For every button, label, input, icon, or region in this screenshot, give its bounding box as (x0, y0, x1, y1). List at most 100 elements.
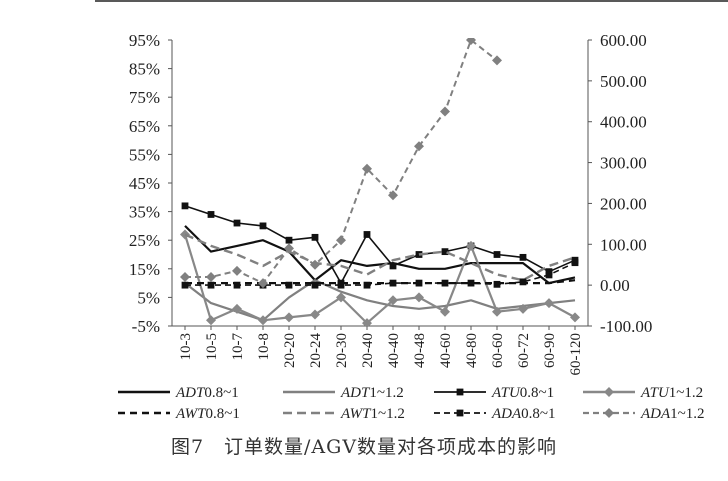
chart-legend: ADT0.8~1 ADT1~1.2 ATU0.8~1 ATU1~1.2AWT0.8~1… (118, 385, 705, 422)
left-tick-label: 25% (129, 231, 160, 250)
right-tick-label: 300.00 (600, 154, 647, 173)
data-point (310, 259, 320, 270)
data-point (363, 231, 371, 238)
chart-series (180, 38, 580, 329)
data-point (389, 279, 397, 287)
legend-marker (456, 409, 464, 417)
x-tick-label: 10-3 (178, 333, 194, 361)
left-tick-label: 95% (129, 31, 160, 50)
series-ADT0.8~1 (184, 225, 576, 285)
data-point (518, 303, 528, 314)
data-point (284, 312, 294, 323)
figure-caption: 图7 订单数量/AGV数量对各项成本的影响 (170, 436, 558, 458)
data-point (492, 306, 502, 317)
chart-axes: -5% 5% 15% 25% 35% 45% 55% 65% 75% 85% 95% -100.00 0… (129, 31, 653, 376)
legend-item: ADT0.8~1 (118, 385, 239, 401)
data-point (311, 281, 319, 289)
data-point (493, 251, 501, 258)
x-tick-label: 10-7 (230, 333, 246, 361)
legend-label-suffix: 1~1.2 (370, 406, 404, 422)
x-tick-label: 40-60 (438, 333, 454, 368)
data-point (467, 279, 475, 287)
legend-label-prefix: ADT (340, 385, 371, 401)
legend-item: AWT1~1.2 (283, 406, 405, 422)
data-point (519, 278, 527, 286)
data-point (492, 55, 502, 66)
data-point (310, 309, 320, 320)
data-point (258, 278, 268, 289)
data-point (570, 312, 580, 323)
legend-label: ADT0.8~1 (175, 385, 239, 401)
x-tick-label: 60-90 (542, 333, 558, 368)
legend-marker (604, 387, 614, 397)
left-tick-label: 5% (137, 288, 160, 307)
data-point (415, 279, 423, 287)
right-tick-label: 500.00 (600, 72, 647, 91)
right-tick-label: -100.00 (600, 317, 652, 336)
data-point (545, 271, 553, 279)
x-tick-label: 40-80 (464, 333, 480, 368)
data-point (388, 190, 398, 201)
series-ADA1~1.2 (180, 38, 502, 289)
data-point (441, 248, 449, 256)
data-point (259, 222, 267, 230)
data-point (180, 229, 190, 240)
legend-label: AWT1~1.2 (340, 406, 405, 422)
legend-label-prefix: ATU (640, 385, 670, 401)
data-point (285, 236, 293, 244)
right-tick-label: 200.00 (600, 194, 647, 213)
x-tick-label: 20-40 (360, 333, 376, 368)
data-point (571, 259, 579, 267)
legend-label-suffix: 0.8~1 (521, 406, 555, 422)
right-tick-label: 0.00 (600, 276, 630, 295)
data-point (363, 281, 371, 289)
series-line (184, 279, 576, 322)
series-line (184, 205, 576, 284)
data-point (207, 211, 215, 218)
x-tick-label: 20-30 (334, 333, 350, 368)
legend-label: ADA0.8~1 (491, 406, 556, 422)
x-tick-label: 60-60 (490, 333, 506, 368)
data-point (414, 292, 424, 303)
data-point (232, 265, 242, 276)
series-ADA0.8~1 (181, 259, 579, 289)
left-tick-label: 65% (129, 117, 160, 136)
legend-label-suffix: 1~1.2 (669, 385, 703, 401)
x-tick-label: 60-72 (516, 333, 532, 368)
data-point (180, 271, 190, 282)
right-tick-label: 400.00 (600, 113, 647, 132)
legend-label-suffix: 0.8~1 (520, 385, 554, 401)
x-tick-label: 40-48 (412, 333, 428, 368)
legend-label: ADA1~1.2 (640, 406, 705, 422)
legend-label-prefix: ADA (640, 406, 671, 422)
data-point (233, 281, 241, 289)
x-tick-label: 10-8 (256, 333, 272, 361)
left-tick-label: 55% (129, 145, 160, 164)
data-point (337, 281, 345, 289)
legend-item: ATU0.8~1 (434, 385, 554, 401)
legend-label-prefix: ATU (491, 385, 521, 401)
legend-marker (456, 388, 464, 396)
series-ADT1~1.2 (184, 279, 576, 322)
legend-label: ADT1~1.2 (340, 385, 404, 401)
data-point (519, 253, 527, 261)
data-point (362, 318, 372, 329)
data-point (493, 280, 501, 288)
data-point (284, 243, 294, 254)
legend-label: AWT0.8~1 (175, 406, 240, 422)
data-point (311, 233, 319, 241)
data-point (233, 219, 241, 227)
legend-label: ATU1~1.2 (640, 385, 703, 401)
legend-label-suffix: 0.8~1 (204, 385, 238, 401)
data-point (389, 262, 397, 270)
data-point (285, 281, 293, 289)
legend-label-prefix: ADT (175, 385, 206, 401)
data-point (336, 235, 346, 246)
left-tick-label: 85% (129, 60, 160, 79)
left-tick-label: 75% (129, 88, 160, 107)
data-point (181, 281, 189, 289)
series-line (183, 234, 576, 325)
left-tick-label: 15% (129, 260, 160, 279)
left-tick-label: 45% (129, 174, 160, 193)
